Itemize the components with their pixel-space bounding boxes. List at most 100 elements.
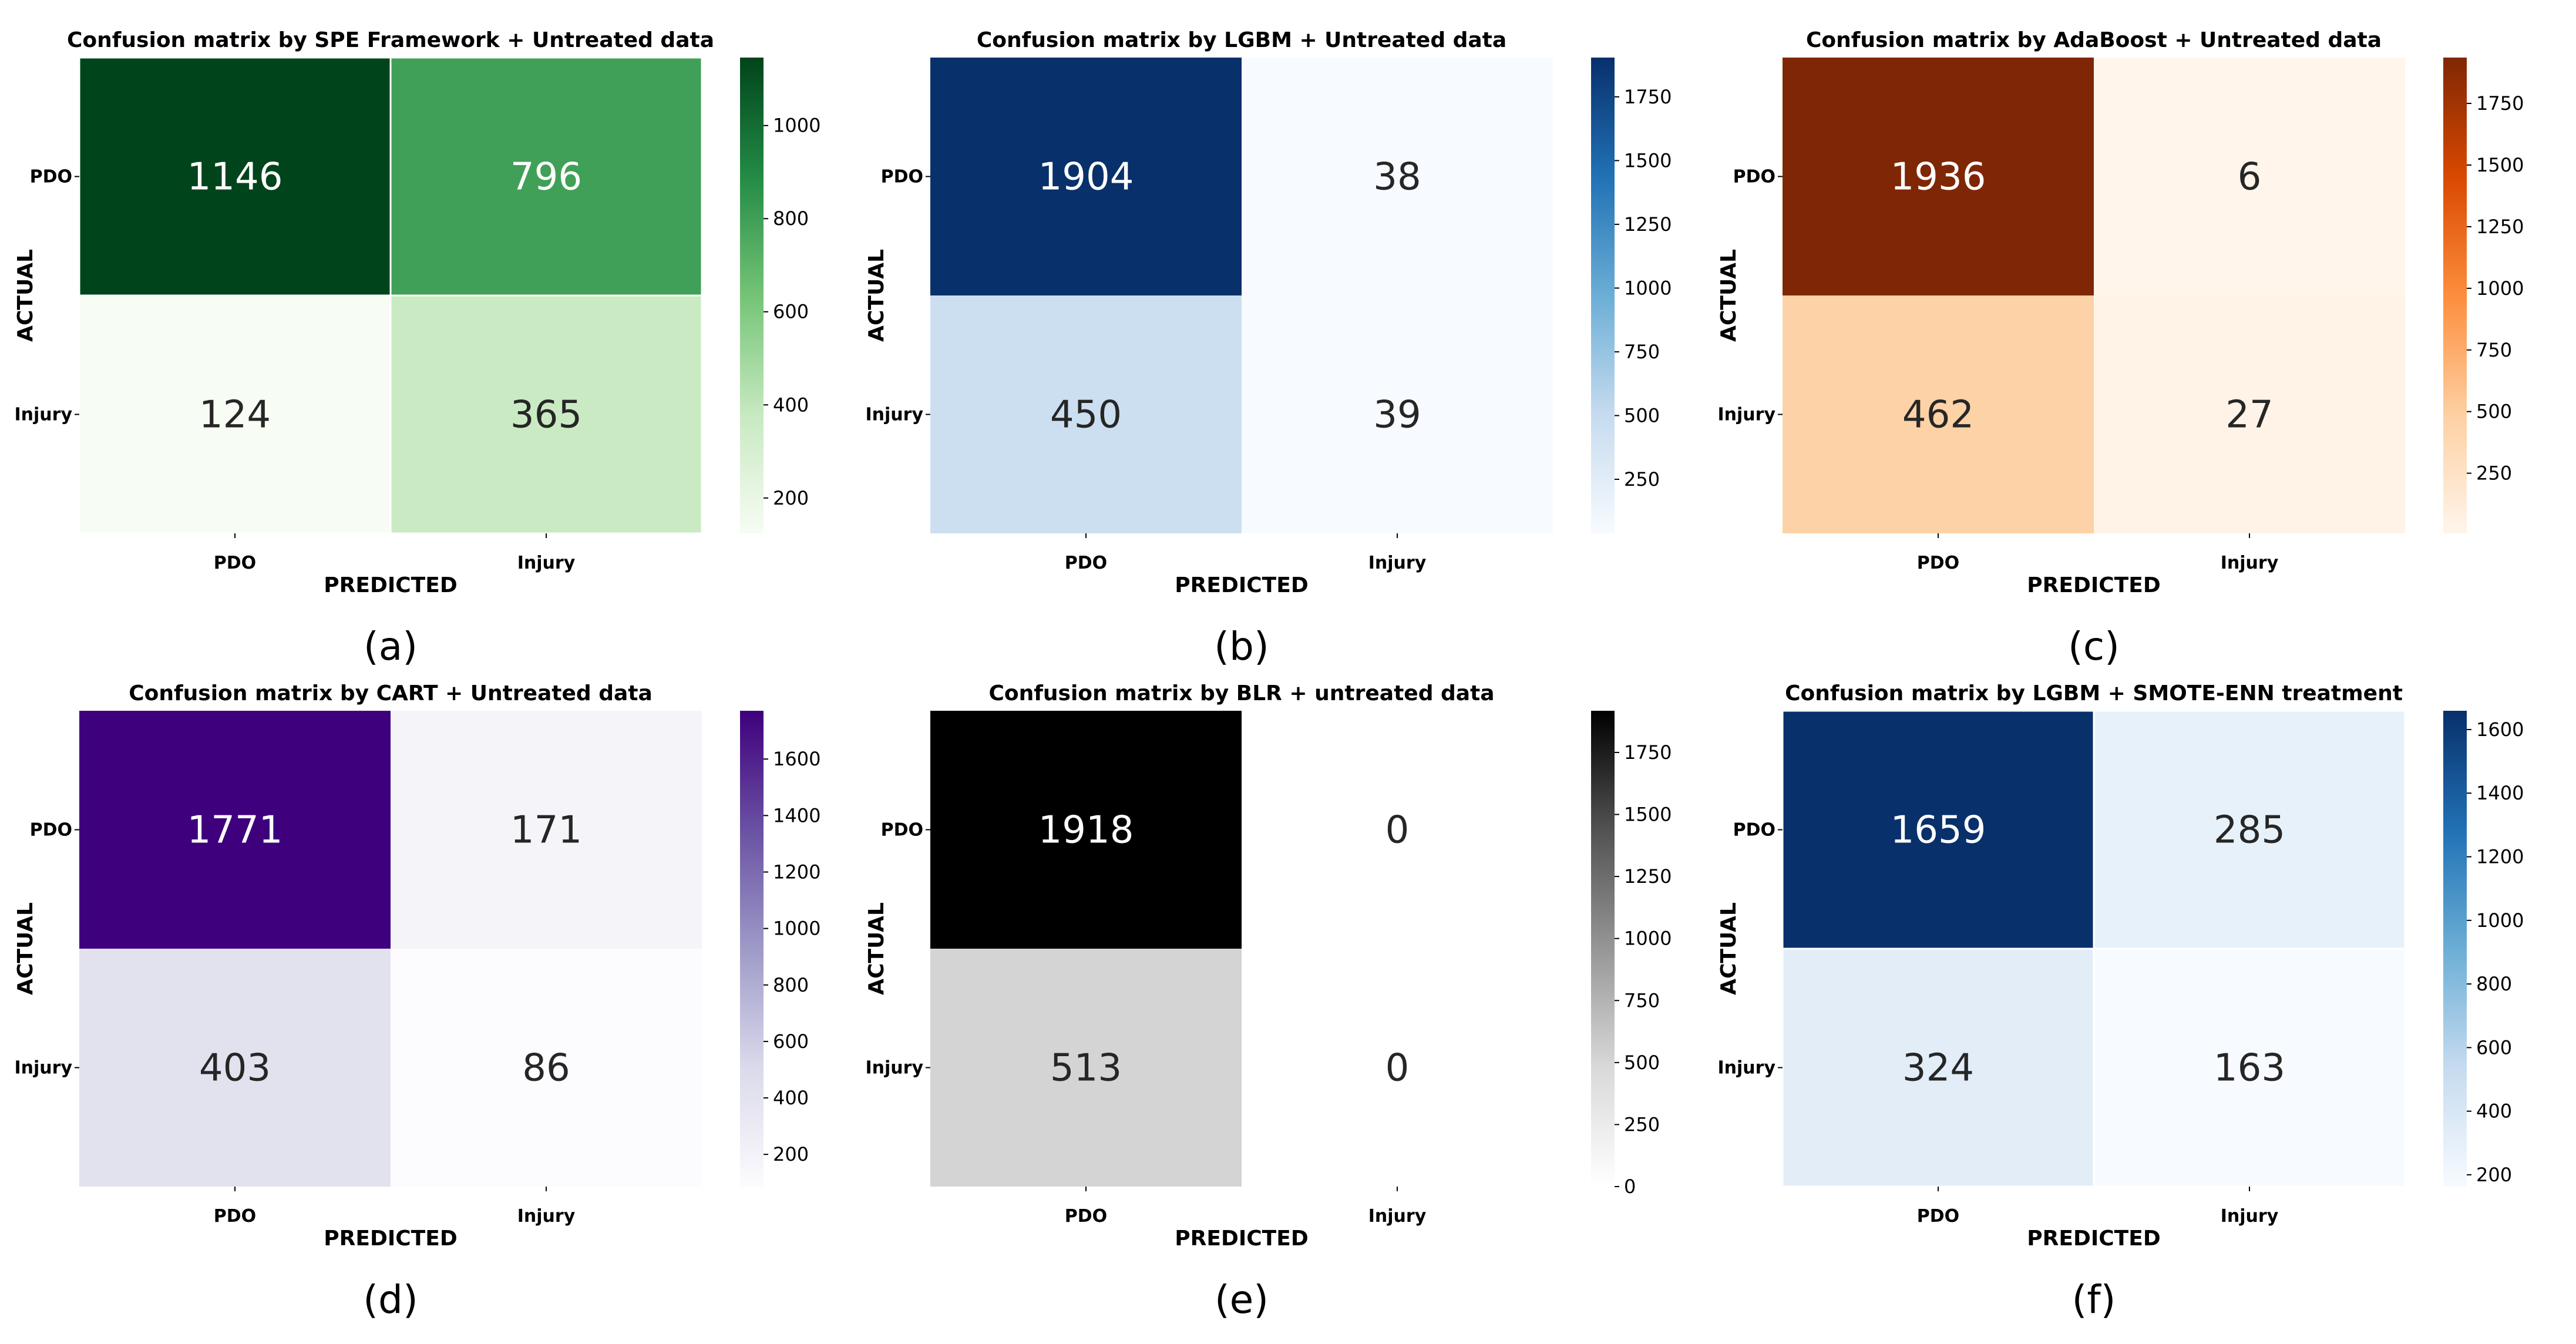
y-tick-label: Injury xyxy=(1717,405,1775,425)
colorbar-tick-label: 250 xyxy=(1624,1113,1660,1135)
colorbar-tick-label: 1000 xyxy=(1624,277,1672,299)
panel-label: (f) xyxy=(2072,1277,2116,1322)
colorbar-tick-label: 1750 xyxy=(1624,86,1672,108)
colorbar-tick-label: 500 xyxy=(1624,1051,1660,1074)
x-tick-label: Injury xyxy=(1368,1206,1427,1227)
y-axis-label: ACTUAL xyxy=(1717,249,1741,342)
cell-value-label: 365 xyxy=(510,394,582,437)
cell-value-label: 0 xyxy=(1385,809,1410,852)
colorbar-tick-label: 600 xyxy=(773,1030,809,1053)
colorbar xyxy=(2443,711,2467,1187)
colorbar-tick-label: 1250 xyxy=(1624,213,1672,236)
y-tick-label: PDO xyxy=(881,820,923,841)
colorbar-tick-label: 500 xyxy=(2476,401,2512,423)
colorbar-tick-label: 1000 xyxy=(773,918,820,940)
cell-value-label: 1771 xyxy=(187,809,283,852)
cell-value-label: 163 xyxy=(2214,1047,2285,1090)
y-tick-label: Injury xyxy=(865,405,923,425)
colorbar-tick-label: 1000 xyxy=(2476,909,2524,932)
heatmap-cell xyxy=(930,711,1242,949)
colorbar-tick-label: 1500 xyxy=(2476,154,2524,176)
x-axis-label: PREDICTED xyxy=(324,1227,457,1251)
colorbar xyxy=(740,58,764,533)
confusion-matrix-panel-f: Confusion matrix by LGBM + SMOTE-ENN tre… xyxy=(1717,681,2524,1322)
cell-value-label: 324 xyxy=(1902,1047,1974,1090)
cell-value-label: 462 xyxy=(1902,394,1974,437)
colorbar-tick-label: 0 xyxy=(1624,1175,1636,1198)
heatmap-cell xyxy=(1783,295,2094,533)
heatmap-cell xyxy=(389,56,703,297)
colorbar-tick-label: 1600 xyxy=(2476,718,2524,741)
y-tick-label: PDO xyxy=(1733,167,1775,187)
heatmap-cell xyxy=(79,949,391,1187)
colorbar-tick-label: 1200 xyxy=(773,861,820,883)
heatmap-cell xyxy=(391,949,702,1187)
colorbar xyxy=(1591,58,1615,533)
colorbar-tick-label: 600 xyxy=(773,301,809,323)
cell-value-label: 0 xyxy=(1385,1047,1410,1090)
cell-value-label: 86 xyxy=(522,1047,570,1090)
heatmap-cell xyxy=(2093,947,2406,1188)
colorbar-tick-label: 600 xyxy=(2476,1036,2512,1059)
chart-title: Confusion matrix by LGBM + Untreated dat… xyxy=(977,28,1506,52)
cell-value-label: 1659 xyxy=(1891,809,1986,852)
x-axis-label: PREDICTED xyxy=(1175,1227,1308,1251)
colorbar-tick-label: 200 xyxy=(773,487,809,509)
cell-value-label: 796 xyxy=(510,156,582,199)
cell-value-label: 38 xyxy=(1373,156,1421,199)
colorbar-tick-label: 1750 xyxy=(2476,92,2524,115)
heatmap-cell xyxy=(930,295,1242,533)
confusion-matrix-panel-a: Confusion matrix by SPE Framework + Untr… xyxy=(14,28,820,669)
chart-title: Confusion matrix by SPE Framework + Untr… xyxy=(67,28,714,52)
colorbar-tick-label: 200 xyxy=(773,1143,809,1165)
colorbar-tick-label: 1000 xyxy=(2476,277,2524,300)
y-axis-label: ACTUAL xyxy=(14,249,38,342)
confusion-matrix-panel-b: Confusion matrix by LGBM + Untreated dat… xyxy=(865,28,1672,669)
chart-title: Confusion matrix by CART + Untreated dat… xyxy=(129,681,653,705)
y-tick-label: PDO xyxy=(881,167,923,187)
heatmap-cell xyxy=(1242,711,1553,949)
x-tick-label: Injury xyxy=(2221,553,2279,573)
cell-value-label: 171 xyxy=(510,809,582,852)
x-axis-label: PREDICTED xyxy=(1175,573,1308,597)
heatmap-cell xyxy=(391,711,702,949)
y-tick-label: PDO xyxy=(1733,820,1775,841)
colorbar-tick-label: 750 xyxy=(1624,341,1660,363)
heatmap-cell xyxy=(1242,949,1553,1187)
colorbar-tick-label: 750 xyxy=(2476,339,2512,361)
cell-value-label: 403 xyxy=(199,1047,271,1090)
colorbar xyxy=(740,711,764,1187)
heatmap-cell xyxy=(78,56,392,297)
confusion-matrix-panel-d: Confusion matrix by CART + Untreated dat… xyxy=(14,681,820,1322)
heatmap-cell xyxy=(1242,58,1553,295)
y-axis-label: ACTUAL xyxy=(865,249,889,342)
y-tick-label: Injury xyxy=(14,1058,72,1078)
y-tick-label: PDO xyxy=(30,820,72,841)
colorbar-tick-label: 800 xyxy=(773,207,809,230)
y-tick-label: PDO xyxy=(30,167,72,187)
chart-title: Confusion matrix by BLR + untreated data xyxy=(988,681,1494,705)
y-axis-label: ACTUAL xyxy=(865,902,889,995)
colorbar-tick-label: 1750 xyxy=(1624,741,1672,764)
heatmap-cell xyxy=(1242,295,1553,533)
heatmap-cell xyxy=(79,711,391,949)
y-tick-label: Injury xyxy=(865,1058,923,1078)
x-tick-label: PDO xyxy=(1065,1206,1107,1227)
x-axis-label: PREDICTED xyxy=(324,573,457,597)
cell-value-label: 27 xyxy=(2225,394,2273,437)
y-axis-label: ACTUAL xyxy=(1717,902,1741,995)
confusion-matrix-panel-c: Confusion matrix by AdaBoost + Untreated… xyxy=(1717,28,2524,669)
cell-value-label: 1904 xyxy=(1038,156,1134,199)
heatmap-cell xyxy=(930,58,1242,295)
panel-label: (c) xyxy=(2068,624,2120,669)
cell-value-label: 1918 xyxy=(1038,809,1134,852)
colorbar-tick-label: 200 xyxy=(2476,1164,2512,1186)
colorbar-tick-label: 1400 xyxy=(773,804,820,826)
panel-label: (a) xyxy=(364,624,418,669)
x-tick-label: PDO xyxy=(214,1206,256,1227)
y-tick-label: Injury xyxy=(1717,1058,1775,1078)
heatmap-cell xyxy=(78,294,392,535)
colorbar-tick-label: 400 xyxy=(773,1087,809,1109)
cell-value-label: 1146 xyxy=(187,156,283,199)
colorbar-tick-label: 250 xyxy=(1624,468,1660,490)
